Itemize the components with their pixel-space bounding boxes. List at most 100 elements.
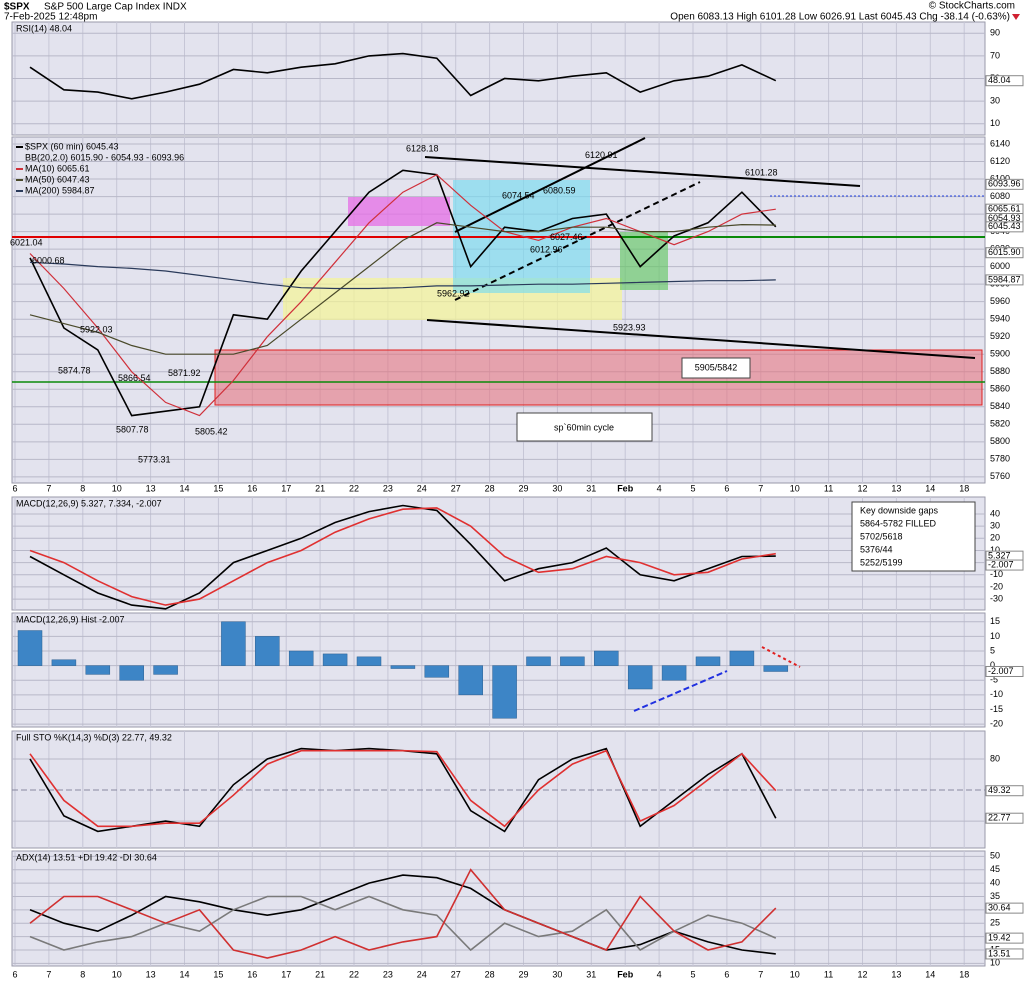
price-label: 5773.31	[138, 455, 171, 465]
y-tick-label: 5920	[990, 331, 1010, 341]
panel-title: RSI(14) 48.04	[16, 23, 72, 33]
annotation-box	[681, 357, 751, 379]
drawing-layer	[29, 868, 777, 959]
series-line	[29, 895, 777, 952]
x-tick-label: 24	[417, 969, 427, 979]
y-tick-label: 5	[990, 645, 995, 655]
histogram-bar	[85, 665, 111, 675]
histogram-bar	[322, 653, 348, 666]
x-tick-label: 31	[586, 969, 596, 979]
price-label: 6128.18	[406, 144, 439, 154]
annotation-box	[516, 412, 653, 442]
annotation: 5905/5842	[695, 362, 738, 372]
y-tick-label: 5840	[990, 401, 1010, 411]
x-tick-label: 8	[80, 969, 85, 979]
value-tag	[985, 948, 1024, 960]
x-tick-label: 15	[213, 969, 223, 979]
annotation: 5376/44	[860, 544, 893, 554]
value-tag-label: 13.51	[988, 948, 1011, 958]
histogram-bar	[526, 656, 551, 666]
y-tick-label: -20	[990, 718, 1003, 728]
annotation: 5252/5199	[860, 557, 903, 567]
series-line	[29, 173, 776, 417]
x-tick-label: 11	[824, 969, 833, 979]
series-line	[29, 261, 776, 290]
x-tick-label: 4	[657, 483, 662, 493]
x-tick-label: 6	[724, 969, 729, 979]
trend-line	[454, 137, 646, 233]
x-tick-label: 13	[146, 969, 156, 979]
value-tag-label: 6054.93	[988, 213, 1021, 223]
price-label: 6080.59	[543, 185, 576, 195]
y-tick-label: 5800	[990, 436, 1010, 446]
price-label: 6120.91	[585, 150, 618, 160]
histogram-bar	[288, 650, 314, 666]
price-label: 5871.92	[168, 368, 201, 378]
x-tick-label: Feb	[617, 483, 634, 493]
series-line	[29, 868, 777, 959]
histogram-bar	[17, 630, 43, 666]
x-tick-label: 21	[315, 483, 325, 493]
price-label: 5805.42	[195, 426, 228, 436]
y-tick-label: 10	[990, 118, 1000, 128]
value-tag	[985, 559, 1024, 571]
value-tag	[985, 274, 1024, 286]
y-tick-label: 5760	[990, 471, 1010, 481]
value-tag	[985, 932, 1024, 944]
histogram-bar	[627, 665, 653, 690]
x-tick-label: 12	[857, 969, 867, 979]
series-line	[29, 874, 776, 955]
x-tick-label: 14	[925, 483, 935, 493]
value-tag-label: 6045.43	[988, 221, 1021, 231]
y-tick-label: 70	[990, 50, 1000, 60]
value-tag	[985, 812, 1024, 824]
x-tick-label: 30	[552, 969, 562, 979]
price-label: 6101.28	[745, 167, 778, 177]
x-tick-label: 10	[112, 483, 122, 493]
value-tag	[985, 247, 1024, 259]
price-label: 5874.78	[58, 366, 91, 376]
y-tick-label: 6140	[990, 138, 1010, 148]
x-tick-label: 12	[857, 483, 867, 493]
value-tag	[985, 178, 1024, 190]
y-tick-label: 6120	[990, 156, 1010, 166]
divergence-line	[761, 646, 801, 668]
x-tick-label: 7	[46, 483, 51, 493]
y-tick-label: -30	[990, 593, 1003, 603]
quote: Open 6083.13 High 6101.28 Low 6026.91 La…	[670, 12, 1010, 23]
annotation-box	[851, 501, 976, 572]
y-tick-label: 10	[990, 545, 1000, 555]
annotation: sp`60min cycle	[554, 422, 614, 432]
x-tick-label: 27	[451, 969, 461, 979]
value-tag	[985, 902, 1024, 914]
trend-line	[426, 319, 976, 359]
drawing-layer	[12, 137, 985, 417]
legend-entry: MA(10) 6065.61	[25, 163, 90, 173]
value-tag-label: 5.327	[988, 551, 1011, 561]
gap-zone	[214, 349, 983, 406]
series-line	[29, 52, 777, 100]
histogram-bar	[695, 656, 721, 666]
value-tag-label: 49.32	[988, 785, 1011, 795]
y-tick-label: 5900	[990, 349, 1010, 359]
histogram-bar	[424, 665, 450, 678]
value-tag	[985, 785, 1024, 797]
x-tick-label: 13	[891, 483, 901, 493]
value-tag-label: 6065.61	[988, 204, 1021, 214]
price-label: 5866.54	[118, 373, 151, 383]
annotation: 5702/5618	[860, 531, 903, 541]
y-tick-label: 6080	[990, 191, 1010, 201]
y-tick-label: 40	[990, 508, 1000, 518]
x-tick-label: 29	[518, 483, 528, 493]
divergence-line	[633, 670, 728, 712]
drawing-layer	[12, 747, 985, 833]
price-label: 5807.78	[116, 424, 149, 434]
y-tick-label: 10	[990, 631, 1000, 641]
series-line	[29, 222, 776, 355]
drawing-layer	[29, 504, 776, 610]
x-tick-label: 22	[349, 969, 359, 979]
y-tick-label: 5820	[990, 419, 1010, 429]
x-tick-label: 17	[281, 483, 291, 493]
